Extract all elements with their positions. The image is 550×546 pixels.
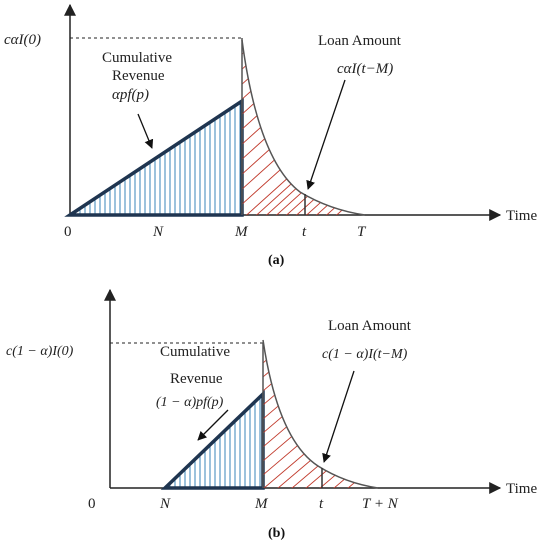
panel-a-revenue-title-2: Revenue xyxy=(112,68,165,84)
panel-b-tick-n: N xyxy=(159,496,171,512)
panel-b-revenue-formula: (1 − α)pf(p) xyxy=(156,395,224,410)
panel-a-tick-zero: 0 xyxy=(64,224,72,240)
panel-b-decay-curve xyxy=(262,339,379,489)
panel-b-tick-t: t xyxy=(319,496,324,512)
panel-a-decay-curve xyxy=(241,39,366,216)
panel-b-tick-end: T + N xyxy=(362,496,399,512)
panel-b-loan-hatch xyxy=(263,340,378,488)
panel-a-revenue-triangle xyxy=(64,97,244,217)
panel-b-x-axis-label: Time xyxy=(506,481,537,497)
panel-b-revenue-title-1: Cumulative xyxy=(160,344,230,360)
panel-b-tick-zero: 0 xyxy=(88,496,96,512)
panel-a-revenue-formula: αpf(p) xyxy=(112,87,149,103)
panel-b: c(1 − α)I(0) Cumulative Revenue (1 − α)p… xyxy=(6,288,537,541)
panel-a-loan-arrow xyxy=(306,79,346,190)
panel-b-revenue-arrow xyxy=(197,409,229,441)
panel-a-tick-n: N xyxy=(152,224,164,240)
panel-a-tick-m: M xyxy=(234,224,249,240)
panel-a-tick-end: T xyxy=(357,224,367,240)
panel-b-loan-formula: c(1 − α)I(t−M) xyxy=(322,347,408,362)
panel-a-x-axis-label: Time xyxy=(506,208,537,224)
panel-a: cαI(0) Cumulative Revenue αpf(p) Loan Am… xyxy=(4,3,537,268)
panel-b-loan-title: Loan Amount xyxy=(328,318,412,334)
panel-a-revenue-title-1: Cumulative xyxy=(102,50,172,66)
panel-a-loan-formula: cαI(t−M) xyxy=(337,61,393,77)
panel-a-tick-t: t xyxy=(302,224,307,240)
panel-a-y-label: cαI(0) xyxy=(4,32,41,48)
panel-b-tick-m: M xyxy=(254,496,269,512)
panel-b-y-label: c(1 − α)I(0) xyxy=(6,344,74,359)
panel-b-caption: (b) xyxy=(268,526,285,541)
panel-b-loan-arrow xyxy=(322,370,355,463)
panel-a-revenue-arrow xyxy=(137,113,154,149)
panel-a-caption: (a) xyxy=(268,253,285,268)
panel-b-revenue-title-2: Revenue xyxy=(170,371,223,387)
panel-a-loan-title: Loan Amount xyxy=(318,33,402,49)
